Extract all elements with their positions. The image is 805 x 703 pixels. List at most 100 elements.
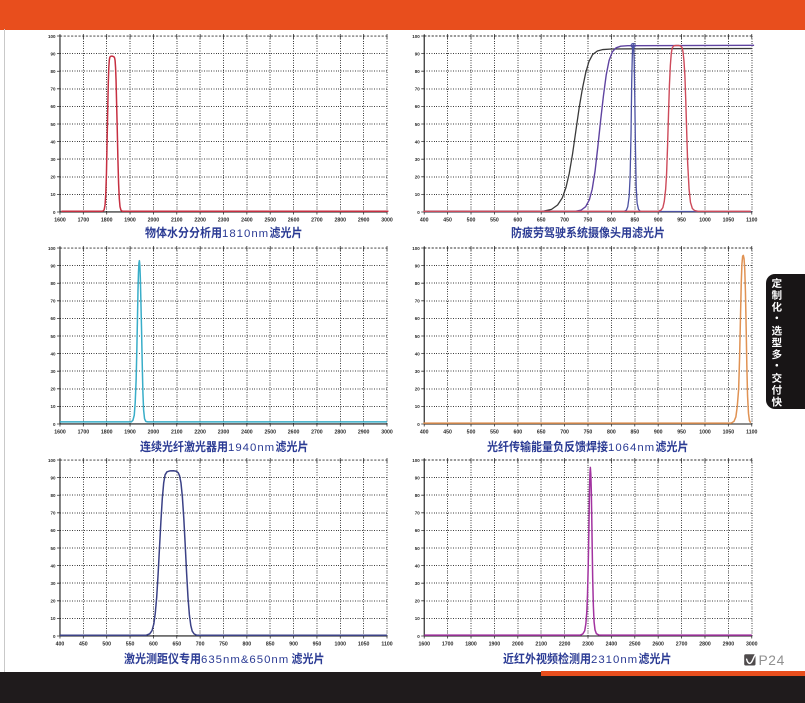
- svg-text:2400: 2400: [605, 641, 617, 647]
- svg-text:70: 70: [415, 299, 420, 304]
- svg-text:80: 80: [51, 493, 56, 498]
- svg-text:800: 800: [607, 430, 616, 436]
- svg-text:50: 50: [415, 545, 420, 550]
- svg-text:1100: 1100: [746, 430, 757, 436]
- svg-text:20: 20: [51, 175, 56, 180]
- svg-text:600: 600: [513, 430, 522, 436]
- svg-text:2300: 2300: [218, 218, 230, 224]
- svg-text:60: 60: [415, 528, 420, 533]
- svg-text:40: 40: [51, 140, 56, 145]
- svg-text:2000: 2000: [512, 641, 524, 647]
- svg-text:10: 10: [51, 616, 56, 621]
- svg-text:800: 800: [607, 218, 616, 224]
- svg-text:400: 400: [420, 430, 429, 436]
- svg-text:2800: 2800: [335, 430, 347, 436]
- svg-text:0: 0: [417, 210, 420, 215]
- svg-text:400: 400: [56, 641, 65, 647]
- svg-text:2300: 2300: [582, 641, 594, 647]
- svg-text:2500: 2500: [265, 430, 277, 436]
- svg-text:1600: 1600: [54, 430, 66, 436]
- svg-text:10: 10: [51, 404, 56, 409]
- svg-text:90: 90: [51, 264, 56, 269]
- svg-text:2400: 2400: [241, 430, 253, 436]
- svg-text:450: 450: [443, 430, 452, 436]
- svg-text:3000: 3000: [746, 641, 758, 647]
- svg-text:1600: 1600: [418, 641, 430, 647]
- svg-text:1050: 1050: [722, 218, 734, 224]
- svg-text:0: 0: [417, 633, 420, 638]
- svg-text:700: 700: [196, 641, 205, 647]
- svg-text:80: 80: [415, 492, 420, 497]
- svg-text:700: 700: [560, 430, 569, 436]
- svg-text:90: 90: [415, 263, 420, 268]
- svg-text:550: 550: [126, 641, 135, 647]
- svg-text:30: 30: [51, 157, 56, 162]
- svg-text:1940nm: 1940nm: [228, 442, 275, 454]
- svg-text:20: 20: [415, 387, 420, 392]
- svg-text:650: 650: [537, 430, 546, 436]
- svg-text:2900: 2900: [358, 430, 370, 436]
- svg-text:50: 50: [51, 122, 56, 127]
- svg-text:900: 900: [289, 641, 298, 647]
- svg-text:20: 20: [415, 598, 420, 603]
- svg-text:550: 550: [490, 430, 499, 436]
- svg-text:2000: 2000: [148, 430, 160, 436]
- svg-text:500: 500: [466, 218, 475, 224]
- svg-text:40: 40: [51, 563, 56, 568]
- svg-text:2900: 2900: [358, 218, 370, 224]
- svg-text:100: 100: [48, 246, 56, 251]
- svg-text:70: 70: [51, 510, 56, 515]
- svg-text:60: 60: [51, 528, 56, 533]
- svg-text:1700: 1700: [78, 430, 90, 436]
- svg-text:2700: 2700: [311, 218, 323, 224]
- svg-text:1900: 1900: [488, 641, 500, 647]
- svg-text:70: 70: [51, 299, 56, 304]
- svg-text:2700: 2700: [676, 641, 688, 647]
- svg-text:40: 40: [415, 140, 420, 145]
- svg-text:1100: 1100: [382, 641, 393, 647]
- svg-text:30: 30: [415, 581, 420, 586]
- svg-text:60: 60: [51, 105, 56, 110]
- svg-text:70: 70: [415, 87, 420, 92]
- svg-text:60: 60: [415, 316, 420, 321]
- svg-text:2000: 2000: [148, 218, 160, 224]
- svg-text:60: 60: [51, 316, 56, 321]
- svg-text:2800: 2800: [335, 218, 347, 224]
- svg-text:100: 100: [48, 34, 56, 39]
- svg-text:950: 950: [677, 218, 686, 224]
- svg-text:2200: 2200: [195, 430, 207, 436]
- svg-text:1900: 1900: [124, 218, 136, 224]
- svg-text:30: 30: [51, 580, 56, 585]
- svg-text:20: 20: [51, 387, 56, 392]
- svg-text:635nm&650nm: 635nm&650nm: [201, 654, 289, 666]
- svg-text:600: 600: [149, 641, 158, 647]
- svg-text:500: 500: [466, 430, 475, 436]
- svg-text:60: 60: [415, 105, 420, 110]
- svg-text:40: 40: [415, 563, 420, 568]
- svg-text:1800: 1800: [101, 430, 113, 436]
- svg-text:40: 40: [415, 351, 420, 356]
- svg-text:40: 40: [51, 351, 56, 356]
- svg-text:10: 10: [415, 193, 420, 198]
- svg-text:850: 850: [630, 218, 639, 224]
- svg-text:2200: 2200: [195, 218, 207, 224]
- svg-text:700: 700: [560, 218, 569, 224]
- svg-text:1100: 1100: [746, 218, 757, 224]
- svg-text:1700: 1700: [442, 641, 454, 647]
- svg-text:850: 850: [630, 430, 639, 436]
- svg-text:750: 750: [219, 641, 228, 647]
- svg-text:2600: 2600: [288, 218, 300, 224]
- svg-text:2700: 2700: [311, 430, 323, 436]
- svg-text:P24: P24: [759, 653, 785, 668]
- svg-text:600: 600: [513, 218, 522, 224]
- svg-text:2100: 2100: [535, 641, 547, 647]
- svg-text:1800: 1800: [101, 218, 113, 224]
- svg-text:20: 20: [51, 598, 56, 603]
- svg-text:100: 100: [412, 457, 420, 462]
- svg-text:10: 10: [415, 404, 420, 409]
- svg-text:1810nm: 1810nm: [222, 228, 269, 240]
- svg-text:1000: 1000: [335, 641, 347, 647]
- svg-text:80: 80: [51, 281, 56, 286]
- svg-text:0: 0: [417, 422, 420, 427]
- svg-text:2900: 2900: [722, 641, 734, 647]
